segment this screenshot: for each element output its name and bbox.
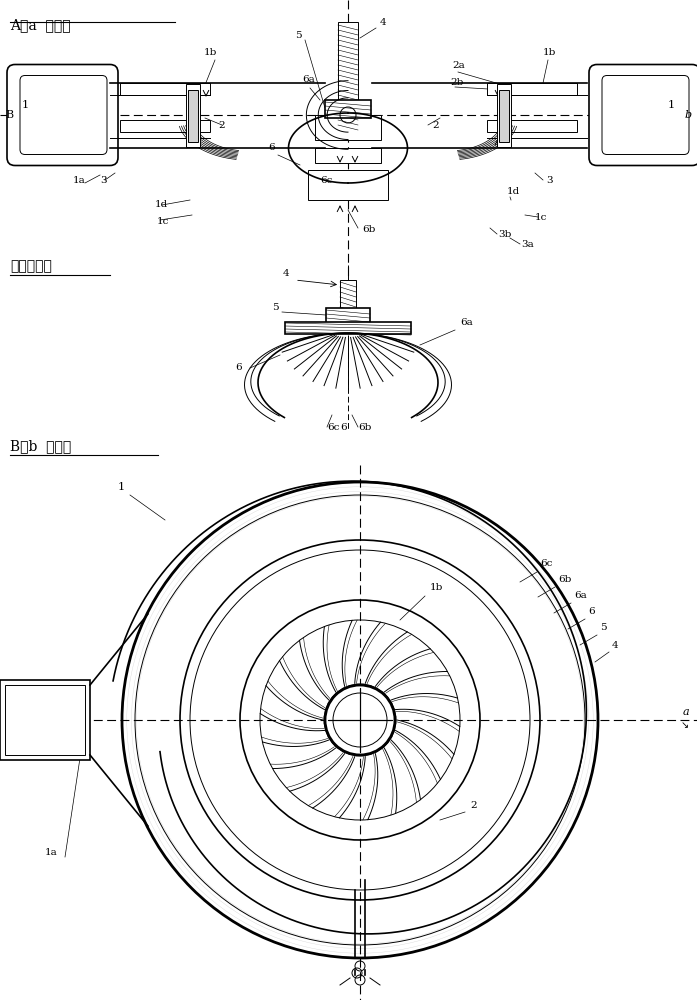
- FancyBboxPatch shape: [589, 64, 697, 165]
- FancyBboxPatch shape: [602, 76, 689, 154]
- Bar: [315, 148, 381, 163]
- Text: 1d: 1d: [507, 187, 520, 196]
- Text: 6b: 6b: [558, 575, 572, 584]
- Text: a: a: [683, 707, 689, 717]
- Bar: [120, 120, 210, 132]
- Circle shape: [325, 685, 395, 755]
- Text: 1b: 1b: [430, 583, 443, 592]
- Text: 1b: 1b: [204, 48, 217, 57]
- Text: 6: 6: [340, 423, 346, 432]
- Text: 4: 4: [380, 18, 387, 27]
- Bar: [340, 280, 356, 310]
- Text: 6a: 6a: [460, 318, 473, 327]
- Text: 4: 4: [612, 641, 619, 650]
- Text: 3: 3: [546, 176, 553, 185]
- Bar: [326, 308, 370, 323]
- Text: 转轮侧面图: 转轮侧面图: [10, 259, 52, 273]
- Text: 5: 5: [600, 623, 606, 632]
- Text: 6a: 6a: [574, 591, 587, 600]
- Text: 6b: 6b: [358, 423, 372, 432]
- Text: ↘: ↘: [681, 720, 689, 730]
- Bar: [285, 322, 411, 334]
- Text: 1a: 1a: [73, 176, 86, 185]
- Text: ↗: ↗: [5, 720, 13, 730]
- Text: 1: 1: [22, 100, 29, 110]
- Text: 6: 6: [588, 607, 595, 616]
- Bar: [188, 90, 198, 142]
- Text: 3: 3: [100, 176, 107, 185]
- Bar: [497, 84, 511, 147]
- Text: 2: 2: [470, 801, 477, 810]
- Text: 6a: 6a: [302, 75, 315, 84]
- Text: B: B: [5, 110, 13, 120]
- Text: 1c: 1c: [157, 217, 169, 226]
- Bar: [338, 22, 358, 132]
- Text: 6b: 6b: [362, 225, 376, 234]
- Bar: [325, 100, 371, 118]
- FancyBboxPatch shape: [7, 64, 118, 165]
- Text: 1: 1: [668, 100, 675, 110]
- Text: 6c: 6c: [320, 176, 332, 185]
- Text: 5: 5: [295, 31, 302, 40]
- Text: 1b: 1b: [543, 48, 556, 57]
- Text: 6c: 6c: [327, 423, 339, 432]
- Bar: [5, 685, 85, 755]
- Text: 6: 6: [268, 143, 275, 152]
- Text: 2: 2: [432, 121, 438, 130]
- Text: 3b: 3b: [498, 230, 512, 239]
- Text: 1a: 1a: [45, 848, 58, 857]
- Bar: [186, 84, 200, 147]
- Bar: [487, 83, 577, 95]
- Text: 2: 2: [218, 121, 224, 130]
- Text: B－b  截面图: B－b 截面图: [10, 439, 71, 453]
- Text: 6c: 6c: [540, 559, 553, 568]
- Text: 6: 6: [235, 363, 242, 372]
- Bar: [0, 680, 90, 760]
- Text: 2a: 2a: [452, 61, 465, 70]
- Bar: [315, 115, 381, 140]
- Text: A－a  截面图: A－a 截面图: [10, 18, 70, 32]
- Text: 1c: 1c: [535, 213, 547, 222]
- FancyBboxPatch shape: [20, 76, 107, 154]
- Bar: [308, 170, 388, 200]
- Text: 1d: 1d: [155, 200, 168, 209]
- Bar: [499, 90, 509, 142]
- Text: A: A: [8, 707, 16, 717]
- Text: b: b: [685, 110, 692, 120]
- Text: 3a: 3a: [521, 240, 534, 249]
- Text: 1: 1: [118, 482, 125, 492]
- Bar: [487, 120, 577, 132]
- Text: 5: 5: [272, 303, 279, 312]
- Text: 4: 4: [283, 269, 290, 278]
- Bar: [120, 83, 210, 95]
- Text: 2b: 2b: [450, 78, 464, 87]
